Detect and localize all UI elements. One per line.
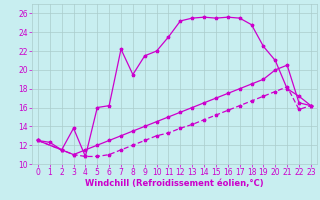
X-axis label: Windchill (Refroidissement éolien,°C): Windchill (Refroidissement éolien,°C) [85, 179, 264, 188]
